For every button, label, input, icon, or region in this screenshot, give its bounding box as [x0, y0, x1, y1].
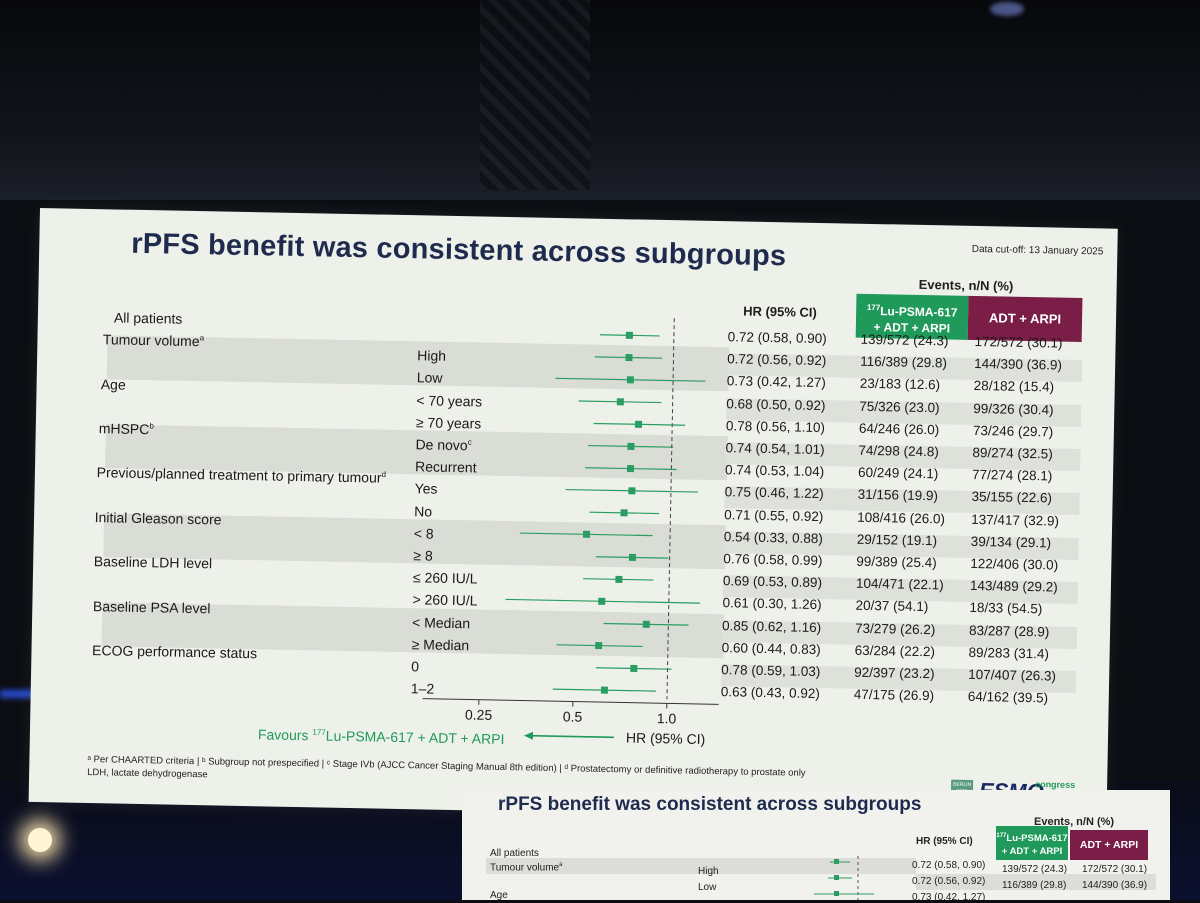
hr-point: [583, 531, 590, 538]
confidence-monitor: rPFS benefit was consistent across subgr…: [462, 790, 1170, 900]
ceiling-light: [990, 2, 1024, 16]
hr-point: [626, 332, 633, 339]
logo-sub: congress: [1035, 779, 1075, 790]
favours-prefix: Favours: [258, 726, 313, 743]
hr-point: [617, 398, 624, 405]
hr-point: [627, 376, 634, 383]
hr-point: [625, 354, 632, 361]
hr-point: [621, 509, 628, 516]
projected-slide: rPFS benefit was consistent across subgr…: [29, 208, 1118, 823]
hr-point: [615, 576, 622, 583]
venue-ceiling: [0, 0, 1200, 200]
x-tick-label: 0.5: [563, 708, 583, 724]
hr-point: [629, 554, 636, 561]
hr-point: [628, 487, 635, 494]
hr-point: [630, 665, 637, 672]
ceiling-truss: [480, 0, 590, 190]
hr-point: [643, 621, 650, 628]
x-axis-title: HR (95% CI): [626, 730, 706, 748]
favours-isotope: 177: [312, 728, 326, 737]
hr-point: [598, 598, 605, 605]
x-axis: [423, 699, 719, 705]
monitor-point-2: [834, 875, 839, 880]
x-tick-label: 1.0: [657, 710, 677, 726]
hr-point: [627, 465, 634, 472]
hr-point: [595, 642, 602, 649]
hr-point: [601, 687, 608, 694]
hr-point: [627, 443, 634, 450]
reference-line: [667, 318, 674, 699]
monitor-point-3: [834, 891, 839, 896]
monitor-forest: [462, 790, 1170, 900]
stage-lamp: [28, 828, 52, 852]
favours-arrowhead: [524, 732, 533, 740]
forest-plot: 0.25 0.5 1.0 HR (95% CI): [29, 208, 1118, 823]
x-tick-label: 0.25: [465, 706, 493, 723]
favours-arrow: [530, 736, 614, 738]
favours-suffix: Lu-PSMA-617 + ADT + ARPI: [326, 728, 505, 747]
hr-point: [635, 421, 642, 428]
monitor-point-1: [834, 859, 839, 864]
